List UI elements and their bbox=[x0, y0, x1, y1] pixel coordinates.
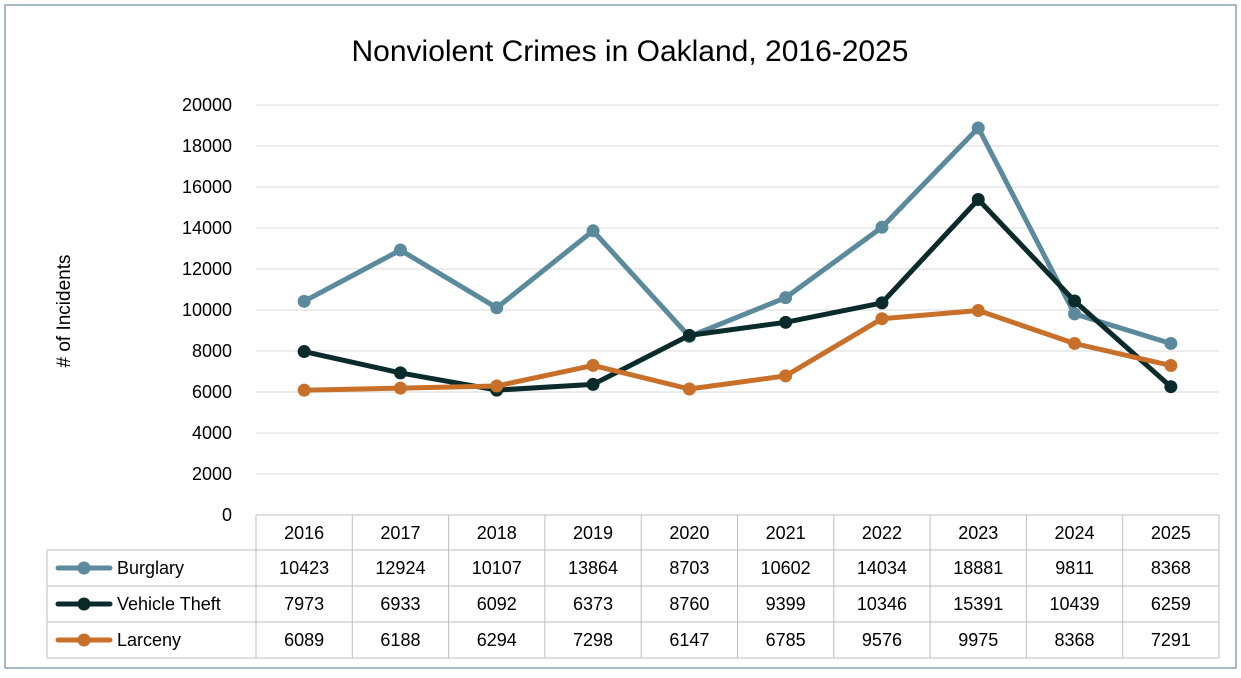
data-table-cell: 9811 bbox=[1055, 558, 1094, 578]
data-table-cell: 12924 bbox=[375, 558, 425, 578]
data-point bbox=[393, 243, 407, 257]
legend-label: Larceny bbox=[117, 630, 181, 650]
data-table-cell: 6147 bbox=[669, 630, 709, 650]
data-point bbox=[1068, 307, 1082, 321]
data-table-cell: 6373 bbox=[573, 594, 613, 614]
series-lines bbox=[297, 121, 1178, 397]
data-point bbox=[297, 345, 311, 359]
data-point bbox=[875, 220, 889, 234]
x-tick-label: 2017 bbox=[380, 523, 420, 543]
data-point bbox=[682, 328, 696, 342]
data-point bbox=[971, 304, 985, 318]
y-tick-label: 0 bbox=[222, 505, 232, 525]
chart-title: Nonviolent Crimes in Oakland, 2016-2025 bbox=[352, 35, 909, 68]
data-point bbox=[875, 296, 889, 310]
data-table-cell: 9975 bbox=[958, 630, 998, 650]
data-point bbox=[779, 291, 793, 305]
y-axis-label: # of Incidents bbox=[54, 254, 75, 367]
data-table-cell: 6933 bbox=[380, 594, 420, 614]
y-tick-label: 16000 bbox=[182, 177, 232, 197]
data-point bbox=[779, 315, 793, 329]
data-table-cell: 8368 bbox=[1055, 630, 1095, 650]
legend-marker bbox=[77, 561, 91, 575]
data-table-cell: 8760 bbox=[669, 594, 709, 614]
x-tick-label: 2016 bbox=[284, 523, 324, 543]
data-point bbox=[490, 301, 504, 315]
data-point bbox=[393, 381, 407, 395]
gridlines bbox=[256, 104, 1219, 475]
data-table-cell: 10346 bbox=[857, 594, 907, 614]
data-point bbox=[1164, 359, 1178, 373]
data-table-cell: 10439 bbox=[1050, 594, 1100, 614]
data-table-cell: 18881 bbox=[953, 558, 1003, 578]
x-tick-label: 2024 bbox=[1055, 523, 1095, 543]
data-table-cell: 10107 bbox=[472, 558, 522, 578]
y-tick-label: 18000 bbox=[182, 136, 232, 156]
data-point bbox=[1068, 336, 1082, 350]
data-point bbox=[586, 224, 600, 238]
data-table-cell: 13864 bbox=[568, 558, 618, 578]
x-tick-label: 2023 bbox=[958, 523, 998, 543]
data-point bbox=[682, 382, 696, 396]
data-point bbox=[779, 369, 793, 383]
data-point bbox=[875, 312, 889, 326]
y-tick-label: 4000 bbox=[192, 423, 232, 443]
data-table-cell: 10423 bbox=[279, 558, 329, 578]
data-table-cell: 7298 bbox=[573, 630, 613, 650]
data-table-cell: 8368 bbox=[1151, 558, 1191, 578]
data-table-cell: 14034 bbox=[857, 558, 907, 578]
data-table-cell: 7973 bbox=[284, 594, 324, 614]
legend-label: Burglary bbox=[117, 558, 184, 578]
series-line bbox=[301, 197, 1174, 393]
y-tick-label: 6000 bbox=[192, 382, 232, 402]
x-tick-label: 2018 bbox=[477, 523, 517, 543]
legend-marker bbox=[77, 597, 91, 611]
series-line bbox=[301, 125, 1174, 346]
data-table-cell: 6294 bbox=[477, 630, 517, 650]
y-tick-label: 10000 bbox=[182, 300, 232, 320]
data-point bbox=[971, 121, 985, 135]
x-tick-label: 2021 bbox=[766, 523, 806, 543]
x-tick-label: 2022 bbox=[862, 523, 902, 543]
data-point bbox=[586, 358, 600, 372]
data-table-cell: 15391 bbox=[953, 594, 1003, 614]
data-point bbox=[393, 366, 407, 380]
data-point bbox=[297, 383, 311, 397]
chart-border bbox=[4, 4, 1237, 669]
x-tick-label: 2020 bbox=[669, 523, 709, 543]
series-line bbox=[301, 308, 1174, 393]
legend-label: Vehicle Theft bbox=[117, 594, 221, 614]
data-table: 2016 2017 2018 2019 2020 2021 2022 2023 2024 2025… bbox=[46, 514, 1220, 659]
data-point bbox=[971, 192, 985, 206]
data-point bbox=[586, 377, 600, 391]
data-table-cell: 9576 bbox=[862, 630, 902, 650]
data-point bbox=[297, 294, 311, 308]
y-axis-ticks: 0 2000 4000 6000 8000 10000 12000 14000 16000 180… bbox=[182, 95, 232, 525]
data-table-cell: 6188 bbox=[380, 630, 420, 650]
y-tick-label: 14000 bbox=[182, 218, 232, 238]
data-table-cell: 6092 bbox=[477, 594, 517, 614]
x-tick-label: 2025 bbox=[1151, 523, 1191, 543]
data-point bbox=[490, 379, 504, 393]
y-tick-label: 12000 bbox=[182, 259, 232, 279]
legend-marker bbox=[77, 633, 91, 647]
data-point bbox=[1164, 336, 1178, 350]
data-table-cell: 6259 bbox=[1151, 594, 1191, 614]
data-table-cell: 6785 bbox=[766, 630, 806, 650]
data-table-cell: 6089 bbox=[284, 630, 324, 650]
x-tick-label: 2019 bbox=[573, 523, 613, 543]
data-table-cell: 10602 bbox=[761, 558, 811, 578]
y-tick-label: 2000 bbox=[192, 464, 232, 484]
data-table-cell: 9399 bbox=[766, 594, 806, 614]
data-point bbox=[1068, 294, 1082, 308]
data-table-cell: 7291 bbox=[1151, 630, 1191, 650]
data-table-cell: 8703 bbox=[669, 558, 709, 578]
y-tick-label: 8000 bbox=[192, 341, 232, 361]
y-tick-label: 20000 bbox=[182, 95, 232, 115]
data-point bbox=[1164, 380, 1178, 394]
